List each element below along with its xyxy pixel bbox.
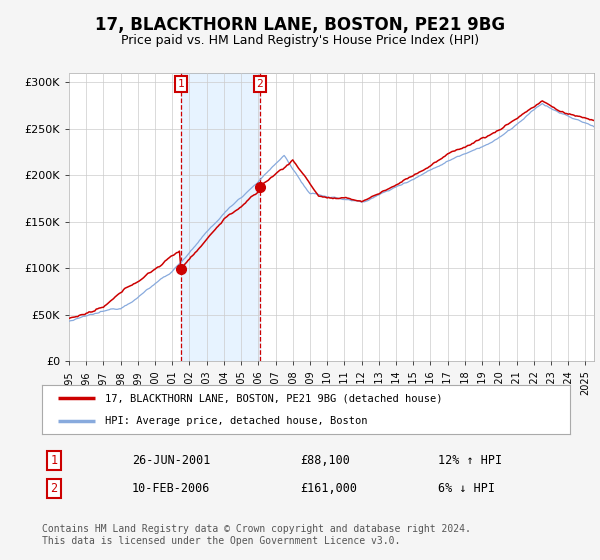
Text: 17, BLACKTHORN LANE, BOSTON, PE21 9BG (detached house): 17, BLACKTHORN LANE, BOSTON, PE21 9BG (d… (106, 393, 443, 403)
Text: 10-FEB-2006: 10-FEB-2006 (132, 482, 211, 495)
Text: £88,100: £88,100 (300, 454, 350, 467)
Text: Price paid vs. HM Land Registry's House Price Index (HPI): Price paid vs. HM Land Registry's House … (121, 34, 479, 47)
Text: 2: 2 (256, 79, 263, 89)
Text: 6% ↓ HPI: 6% ↓ HPI (438, 482, 495, 495)
Text: HPI: Average price, detached house, Boston: HPI: Average price, detached house, Bost… (106, 416, 368, 426)
Bar (181, 73, 260, 361)
Text: 12% ↑ HPI: 12% ↑ HPI (438, 454, 502, 467)
Text: 17, BLACKTHORN LANE, BOSTON, PE21 9BG: 17, BLACKTHORN LANE, BOSTON, PE21 9BG (95, 16, 505, 34)
Text: 1: 1 (178, 79, 184, 89)
Text: 26-JUN-2001: 26-JUN-2001 (132, 454, 211, 467)
Text: 2: 2 (50, 482, 58, 495)
Text: £161,000: £161,000 (300, 482, 357, 495)
Text: 1: 1 (50, 454, 58, 467)
Text: Contains HM Land Registry data © Crown copyright and database right 2024.
This d: Contains HM Land Registry data © Crown c… (42, 524, 471, 545)
